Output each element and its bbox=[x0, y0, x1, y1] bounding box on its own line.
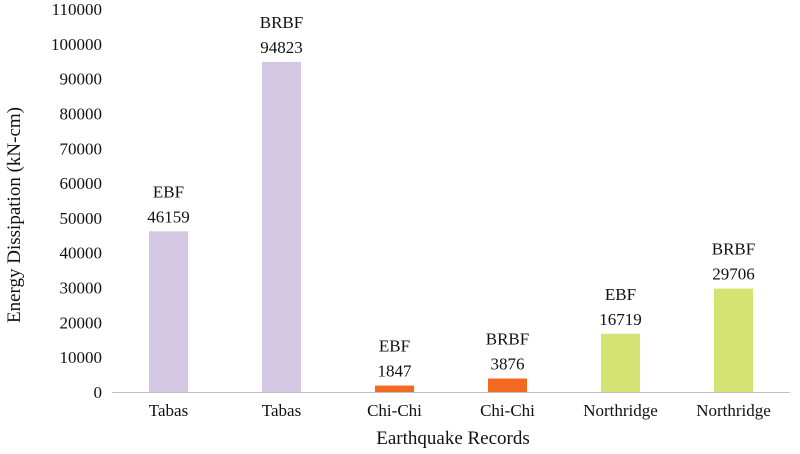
y-tick-label: 0 bbox=[94, 383, 103, 402]
bar bbox=[262, 61, 301, 392]
y-tick-label: 50000 bbox=[60, 209, 103, 228]
bar bbox=[714, 288, 753, 392]
y-tick-label: 10000 bbox=[60, 348, 103, 367]
y-axis: 0 10000 20000 30000 40000 50000 60000 70000 8000… bbox=[51, 0, 102, 402]
x-tick-label: Tabas bbox=[262, 401, 301, 420]
x-axis-title: Earthquake Records bbox=[376, 428, 530, 449]
y-tick-label: 30000 bbox=[60, 279, 103, 298]
y-tick-label: 20000 bbox=[60, 313, 103, 332]
y-tick-label: 70000 bbox=[60, 139, 103, 158]
bar-frame-type-label: EBF bbox=[379, 337, 410, 356]
y-tick-label: 40000 bbox=[60, 244, 103, 263]
bar bbox=[149, 231, 188, 392]
y-tick-label: 80000 bbox=[60, 104, 103, 123]
bar bbox=[601, 333, 640, 392]
bar-frame-type-label: EBF bbox=[605, 285, 636, 304]
y-tick-label: 90000 bbox=[60, 70, 103, 89]
x-tick-label: Chi-Chi bbox=[480, 401, 535, 420]
x-tick-label: Tabas bbox=[149, 401, 188, 420]
y-axis-title: Energy Dissipation (kN-cm) bbox=[4, 107, 25, 323]
y-tick-label: 60000 bbox=[60, 174, 103, 193]
bar-frame-type-label: BRBF bbox=[260, 13, 303, 32]
x-tick-label: Chi-Chi bbox=[367, 401, 422, 420]
x-tick-label: Northridge bbox=[583, 401, 658, 420]
bar-value-label: 46159 bbox=[147, 207, 190, 226]
bar-value-label: 94823 bbox=[260, 38, 303, 57]
bar-value-label: 16719 bbox=[599, 310, 642, 329]
y-tick-label: 110000 bbox=[52, 0, 102, 19]
bars-group: EBF 46159 BRBF 94823 EBF 1847 BRBF 3876 EBF 16719… bbox=[147, 13, 755, 392]
bar-value-label: 1847 bbox=[378, 362, 413, 381]
x-tick-label: Northridge bbox=[696, 401, 771, 420]
bar-frame-type-label: BRBF bbox=[486, 330, 529, 349]
bar bbox=[488, 378, 527, 392]
bar-value-label: 29706 bbox=[712, 265, 755, 284]
y-tick-label: 100000 bbox=[51, 35, 102, 54]
bar-frame-type-label: BRBF bbox=[712, 240, 755, 259]
bar-value-label: 3876 bbox=[491, 355, 525, 374]
x-axis: Tabas Tabas Chi-Chi Chi-Chi Northridge Northr… bbox=[112, 392, 790, 420]
bar bbox=[375, 385, 414, 392]
bar-frame-type-label: EBF bbox=[153, 182, 184, 201]
